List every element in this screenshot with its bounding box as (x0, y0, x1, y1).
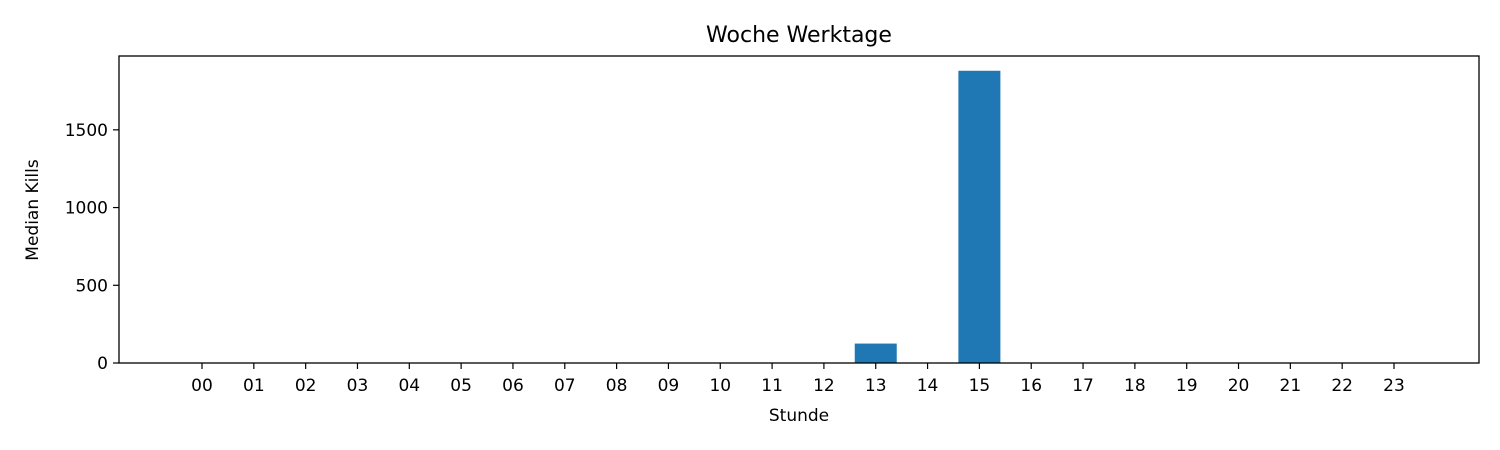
x-tick-label: 02 (295, 376, 317, 396)
x-tick-label: 19 (1176, 376, 1198, 396)
y-tick-label: 0 (97, 354, 108, 374)
x-tick-label: 10 (709, 376, 731, 396)
x-tick-label: 23 (1383, 376, 1405, 396)
x-tick-label: 11 (761, 376, 783, 396)
chart-title: Woche Werktage (706, 23, 892, 48)
plot-frame (118, 55, 1480, 364)
x-tick-label: 05 (450, 376, 472, 396)
y-tick-label: 1000 (65, 199, 108, 219)
x-tick-label: 21 (1280, 376, 1302, 396)
x-axis-label: Stunde (769, 406, 829, 426)
x-tick-label: 00 (191, 376, 213, 396)
x-tick-label: 14 (917, 376, 939, 396)
y-tick-label: 500 (76, 276, 108, 296)
bars-group (854, 70, 1001, 364)
x-tick-label: 03 (347, 376, 369, 396)
x-tick-label: 09 (658, 376, 680, 396)
x-tick-label: 08 (606, 376, 628, 396)
x-tick-label: 04 (398, 376, 420, 396)
x-axis-ticks: 00 01 02 03 04 05 06 07 08 09 10 11 12 13 14 15 16 17 18 19… (191, 363, 1405, 396)
x-tick-label: 18 (1124, 376, 1146, 396)
y-axis-label: Median Kills (23, 159, 43, 261)
x-tick-label: 12 (813, 376, 835, 396)
x-tick-label: 01 (243, 376, 265, 396)
y-tick-label: 1500 (65, 121, 108, 141)
x-tick-label: 13 (865, 376, 887, 396)
x-tick-label: 20 (1228, 376, 1250, 396)
x-tick-label: 17 (1072, 376, 1094, 396)
x-tick-label: 06 (502, 376, 524, 396)
x-tick-label: 22 (1331, 376, 1353, 396)
x-tick-label: 07 (554, 376, 576, 396)
x-tick-label: 16 (1020, 376, 1042, 396)
y-axis-ticks: 0 500 1000 1500 (65, 121, 119, 374)
bar-15 (958, 70, 1001, 364)
x-tick-label: 15 (969, 376, 991, 396)
bar-13 (854, 343, 897, 363)
